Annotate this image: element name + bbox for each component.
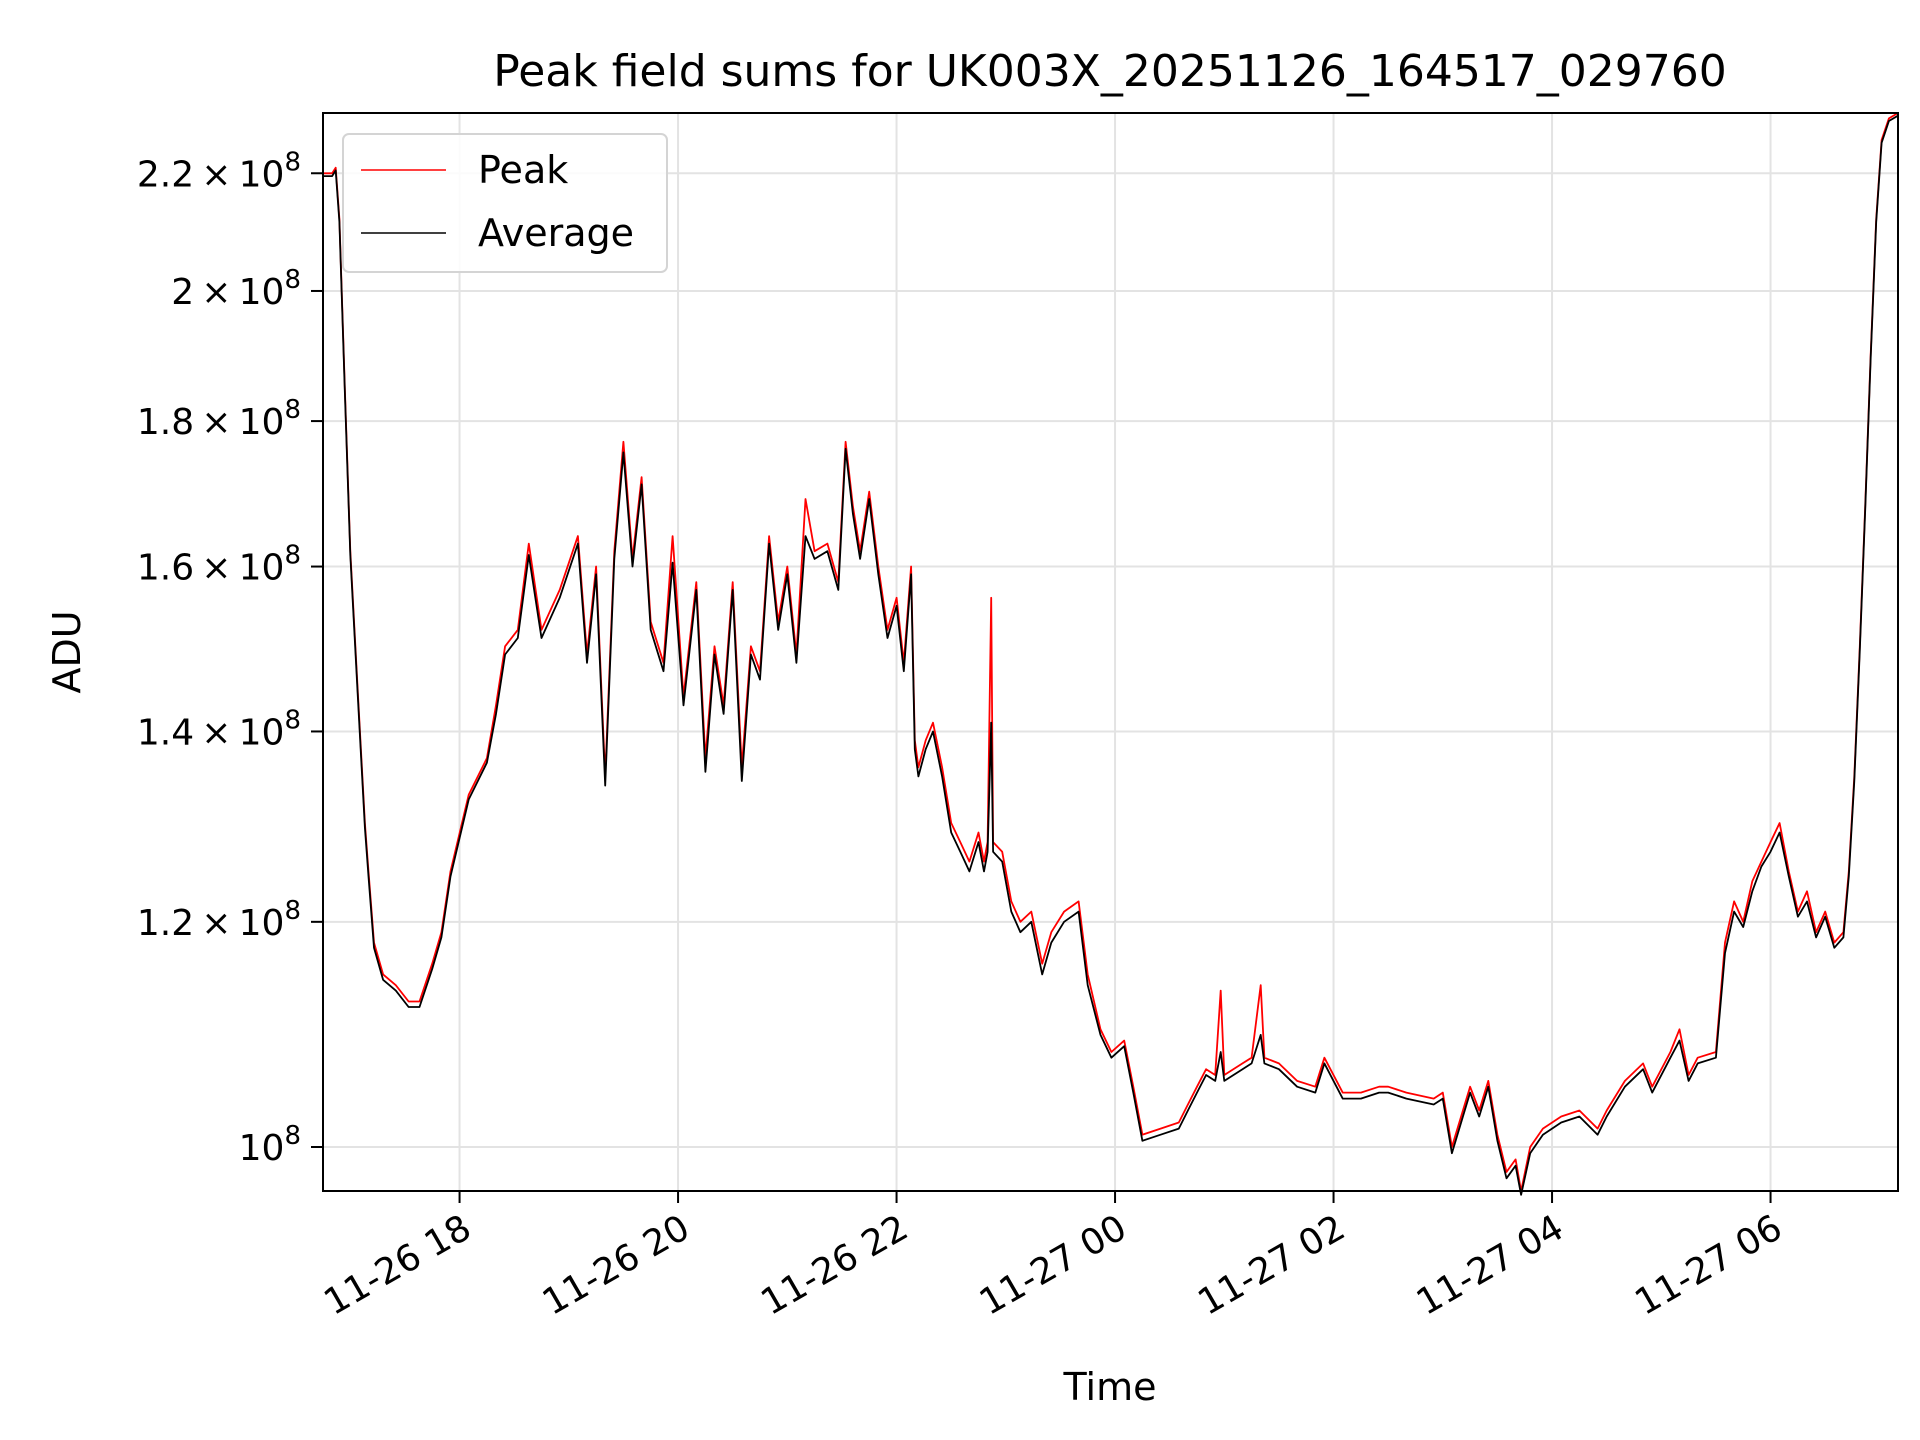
- series-line-average: [323, 114, 1899, 1196]
- y-tick-label: 1.2 × 108: [137, 896, 301, 944]
- y-tick-label: 2.2 × 108: [137, 147, 301, 195]
- y-axis: 108 1.2 × 108 1.4 × 108 1.6 × 108 1.8 × 108 2…: [137, 147, 323, 1169]
- legend-label-average: Average: [478, 211, 634, 255]
- plot-frame: [322, 112, 1899, 1192]
- legend-box: [342, 133, 668, 273]
- chart-title: Peak field sums for UK003X_20251126_1645…: [493, 46, 1727, 97]
- x-axis-label: Time: [1063, 1365, 1157, 1409]
- y-tick-label: 1.6 × 108: [137, 541, 301, 589]
- legend: Peak Average: [342, 133, 668, 273]
- series-layer: [323, 112, 1899, 1196]
- grid: [323, 113, 1898, 1191]
- y-tick-label: 2 × 108: [171, 265, 301, 313]
- y-tick-label: 1.8 × 108: [137, 395, 301, 443]
- y-tick-label: 1.4 × 108: [137, 705, 301, 753]
- y-axis-label: ADU: [45, 610, 89, 693]
- y-tick-label: 108: [239, 1121, 301, 1169]
- legend-label-peak: Peak: [478, 148, 568, 192]
